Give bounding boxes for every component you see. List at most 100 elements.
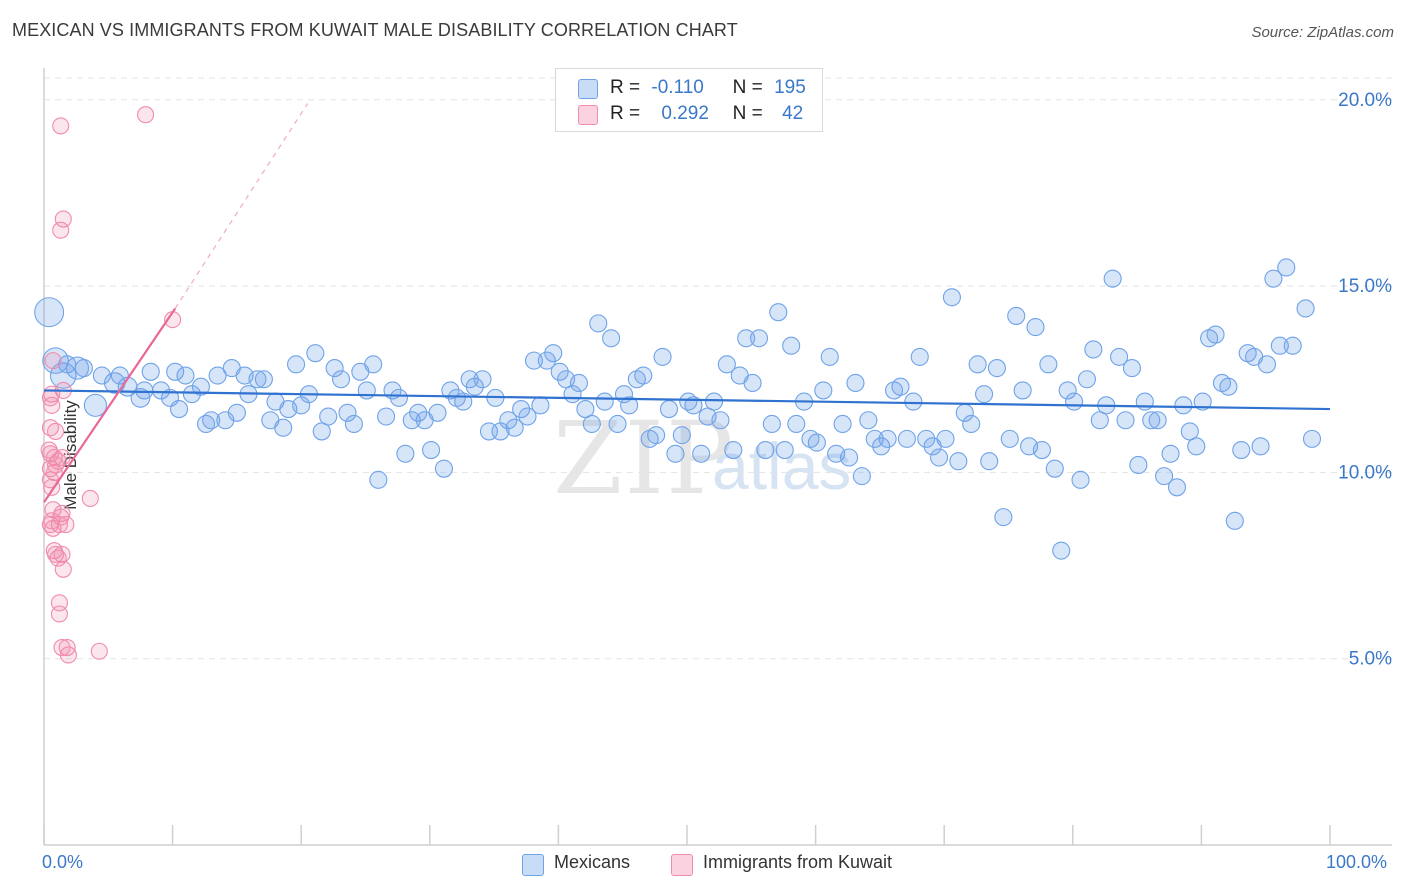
data-point-mexicans — [550, 362, 569, 381]
data-point-mexicans — [1193, 392, 1212, 411]
data-point-mexicans — [602, 329, 621, 348]
data-point-mexicans — [248, 370, 267, 389]
data-point-mexicans — [274, 418, 293, 437]
data-point-mexicans — [1264, 269, 1283, 288]
legend-n-label: N = — [732, 103, 763, 124]
data-point-mexicans — [1232, 440, 1251, 460]
data-point-mexicans — [968, 355, 987, 374]
data-point-mexicans — [756, 440, 775, 460]
data-point-mexicans — [787, 414, 806, 434]
trend-line-kuwait-extrapolated — [174, 103, 309, 309]
data-point-mexicans — [910, 347, 929, 366]
bottom-legend-mexicans: Mexicans — [522, 852, 630, 876]
data-point-mexicans — [930, 448, 949, 467]
legend-swatch-blue — [578, 79, 598, 99]
data-point-mexicans — [1174, 396, 1193, 415]
data-point-mexicans — [859, 411, 878, 430]
data-point-mexicans — [692, 444, 711, 463]
axes — [43, 68, 1392, 846]
data-point-mexicans — [769, 303, 788, 322]
data-point-mexicans — [659, 400, 679, 419]
data-point-mexicans — [634, 366, 653, 385]
data-point-mexicans — [518, 407, 537, 426]
data-point-mexicans — [531, 396, 550, 415]
y-tick-label: 10.0% — [1338, 462, 1392, 483]
data-point-kuwait — [44, 352, 62, 370]
watermark-zip: ZIP — [553, 400, 736, 517]
data-point-mexicans — [1251, 437, 1270, 456]
y-tick-label: 5.0% — [1349, 649, 1392, 670]
data-point-mexicans — [1103, 269, 1122, 288]
data-point-mexicans — [749, 329, 769, 348]
data-point-mexicans — [42, 347, 69, 374]
data-point-mexicans — [92, 366, 111, 385]
data-point-mexicans — [34, 297, 65, 328]
data-point-mexicans — [473, 370, 492, 389]
data-point-mexicans — [422, 440, 441, 460]
chart-title: MEXICAN VS IMMIGRANTS FROM KUWAIT MALE D… — [12, 20, 738, 40]
data-point-mexicans — [409, 403, 428, 422]
trend-line-mexicans — [43, 389, 1331, 411]
data-point-kuwait — [52, 221, 70, 239]
data-point-mexicans — [287, 355, 306, 374]
data-point-mexicans — [1071, 470, 1090, 489]
y-tick-labels: 5.0% 10.0% 15.0% 20.0% — [1338, 90, 1392, 670]
data-point-mexicans — [846, 373, 865, 393]
data-point-mexicans — [1122, 359, 1142, 378]
data-point-mexicans — [110, 366, 129, 385]
data-point-mexicans — [1007, 306, 1026, 325]
data-point-mexicans — [465, 377, 484, 396]
data-point-mexicans — [135, 381, 154, 400]
data-point-kuwait — [47, 422, 65, 440]
data-point-mexicans — [357, 381, 376, 400]
data-point-mexicans — [1167, 478, 1187, 497]
mexicans-points — [34, 258, 1322, 560]
data-point-mexicans — [1065, 392, 1084, 411]
data-point-kuwait — [54, 560, 72, 578]
data-point-mexicans — [344, 414, 363, 434]
data-point-mexicans — [1225, 511, 1244, 530]
data-point-mexicans — [319, 407, 338, 426]
data-point-mexicans — [83, 393, 108, 417]
data-point-mexicans — [891, 377, 910, 396]
data-point-mexicans — [608, 414, 627, 434]
data-point-mexicans — [306, 344, 325, 363]
legend-r-value: 0.292 — [661, 103, 709, 124]
data-point-mexicans — [814, 381, 833, 400]
data-point-mexicans — [441, 381, 460, 400]
data-point-mexicans — [1084, 340, 1103, 359]
data-point-mexicans — [312, 422, 331, 441]
data-point-mexicans — [191, 377, 210, 396]
data-point-mexicans — [512, 400, 531, 419]
data-point-mexicans — [865, 429, 884, 448]
data-point-mexicans — [704, 392, 724, 411]
data-point-mexicans — [176, 366, 195, 385]
data-point-mexicans — [782, 336, 801, 355]
data-point-mexicans — [1187, 437, 1206, 456]
data-point-mexicans — [949, 452, 968, 471]
data-point-mexicans — [1148, 411, 1167, 430]
data-point-mexicans — [65, 356, 90, 380]
data-point-mexicans — [389, 388, 408, 407]
data-point-mexicans — [878, 429, 897, 448]
data-point-mexicans — [338, 403, 357, 422]
trend-lines — [43, 103, 1331, 503]
data-point-mexicans — [182, 385, 201, 404]
data-point-kuwait — [47, 456, 65, 474]
data-point-mexicans — [576, 400, 595, 419]
data-point-mexicans — [1090, 411, 1109, 430]
data-point-kuwait — [137, 106, 155, 124]
data-point-mexicans — [743, 373, 762, 393]
legend-r-label: R = — [610, 77, 641, 98]
data-point-kuwait — [57, 516, 75, 534]
data-point-mexicans — [1161, 444, 1180, 463]
data-point-kuwait — [43, 512, 61, 530]
data-point-mexicans — [872, 437, 891, 456]
data-point-mexicans — [1000, 429, 1019, 448]
data-point-mexicans — [684, 396, 703, 415]
data-point-mexicans — [762, 414, 781, 434]
data-point-mexicans — [141, 362, 160, 381]
data-point-mexicans — [897, 429, 916, 448]
data-point-mexicans — [1052, 541, 1071, 560]
data-point-mexicans — [975, 385, 994, 404]
